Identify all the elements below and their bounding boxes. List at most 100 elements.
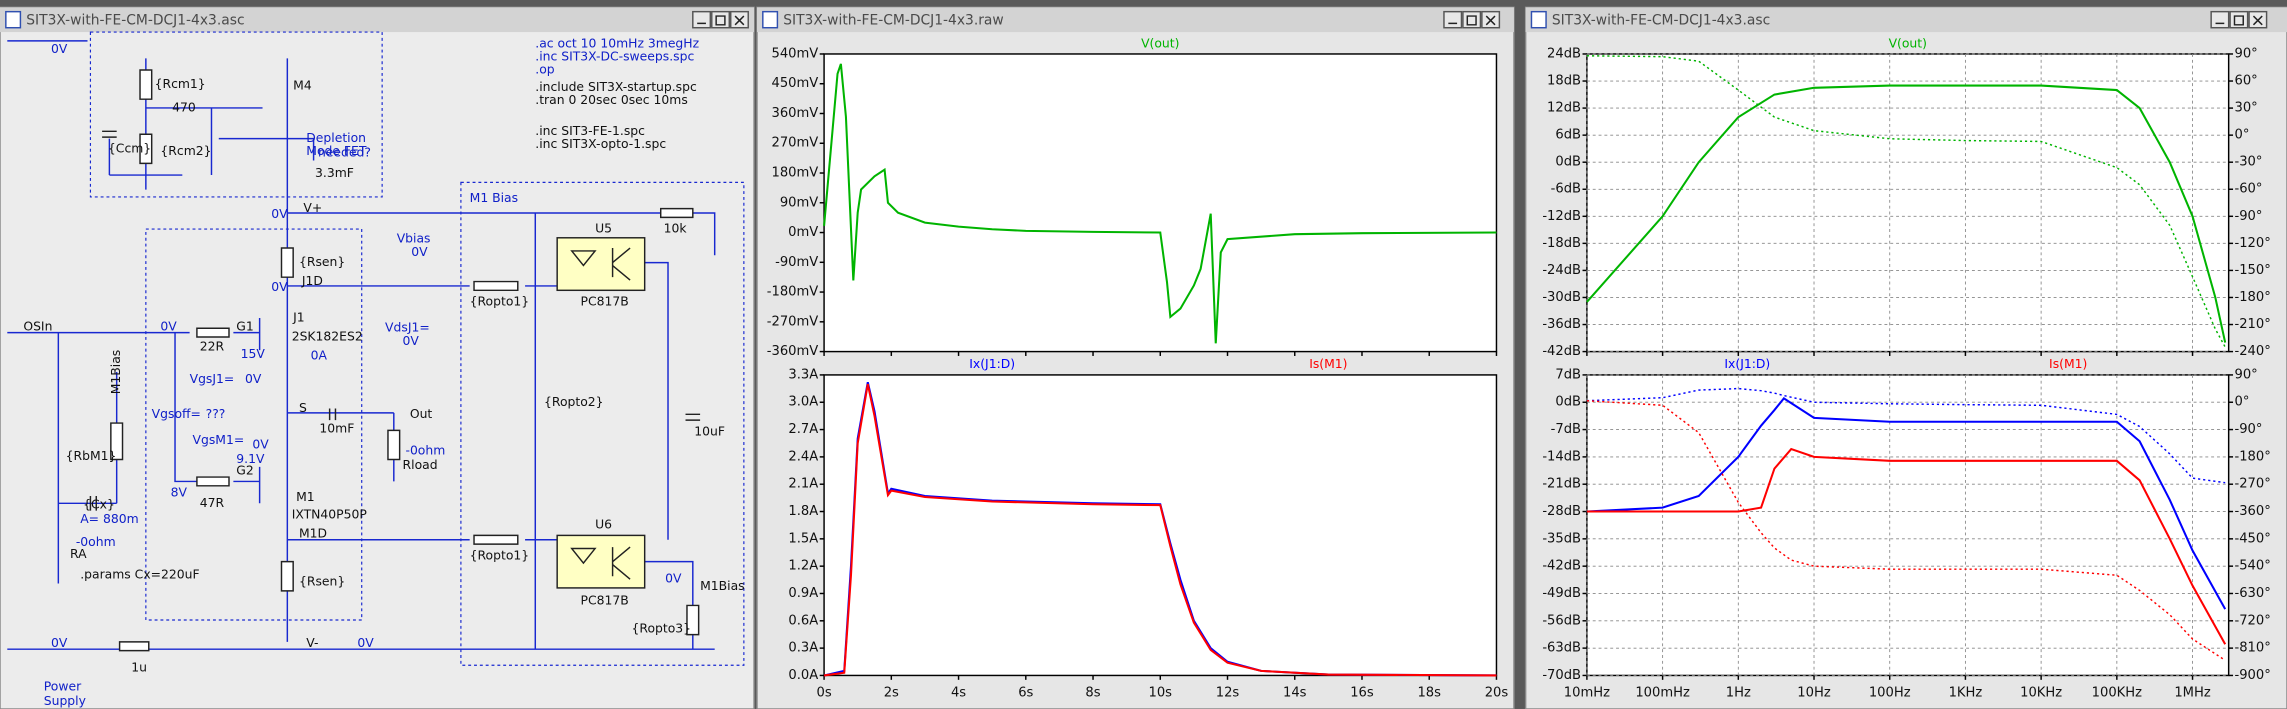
- schematic-label: M4: [293, 78, 312, 93]
- spice-directive: .inc SIT3X-DC-sweeps.spc: [535, 48, 694, 63]
- minimize-button[interactable]: [1443, 10, 1463, 29]
- y-tick-label: 2.4A: [788, 449, 818, 464]
- trace: [1586, 447, 2227, 645]
- schematic-label: 0A: [311, 347, 328, 362]
- schematic-label: M1: [296, 489, 315, 504]
- y-tick-label: 0.0A: [788, 668, 818, 683]
- schematic-label: U6: [595, 517, 612, 532]
- y-tick-label: 1.2A: [788, 559, 818, 574]
- y-tick-label: 12dB: [1547, 101, 1581, 116]
- y-tick-label: -42dB: [1542, 559, 1581, 574]
- x-tick-label: 2s: [884, 685, 899, 700]
- y-tick-label: 2.1A: [788, 477, 818, 492]
- schematic-label: -0ohm: [405, 442, 445, 457]
- x-tick-label: 1MHz: [2174, 685, 2211, 700]
- schematic-label: 2SK182ES2: [292, 328, 363, 343]
- y-tick-label: -14dB: [1542, 449, 1581, 464]
- schematic-label: 0V: [160, 318, 177, 333]
- minimize-button[interactable]: [2210, 10, 2230, 29]
- y-tick-label: 360mV: [771, 106, 818, 121]
- schematic-label: -0ohm: [76, 534, 116, 549]
- schematic-label: .params Cx=220uF: [80, 566, 199, 581]
- trace-name: Is(M1): [2049, 356, 2087, 371]
- schematic-label: 0V: [403, 333, 420, 348]
- schematic-label: G2: [236, 463, 253, 478]
- schematic-label: 15V: [241, 346, 266, 361]
- x-tick-label: 0s: [816, 685, 831, 700]
- schematic-label: Vgsoff=: [152, 406, 201, 421]
- y-tick-label: -24dB: [1542, 263, 1581, 278]
- trace-name: Ix(J1:D): [1724, 356, 1770, 371]
- window-title: SIT3X-with-FE-CM-DCJ1-4x3.raw: [783, 12, 1004, 28]
- y-tick-label: 1.8A: [788, 504, 818, 519]
- x-tick-label: 10Hz: [1797, 685, 1831, 700]
- x-tick-label: 10KHz: [2020, 685, 2062, 700]
- y-tick-label: -180mV: [767, 285, 819, 300]
- schematic-label: A= 880m: [80, 511, 138, 526]
- phase-trace: [1586, 400, 2226, 661]
- schematic-label: 470: [172, 99, 196, 114]
- y2-tick-label: 90°: [2234, 367, 2257, 382]
- schematic-label: {Rsen}: [299, 574, 345, 589]
- spice-directive: .ac oct 10 10mHz 3megHz: [535, 35, 699, 50]
- group-box: [145, 228, 363, 621]
- schematic-label: Vbias: [397, 231, 431, 246]
- y-tick-label: 3.3A: [788, 367, 818, 382]
- y-tick-label: -30dB: [1542, 290, 1581, 305]
- y2-tick-label: -360°: [2234, 504, 2270, 519]
- schematic-label: Supply: [44, 693, 86, 708]
- title-bar: [0, 7, 755, 33]
- window-buttons: [2210, 10, 2268, 29]
- schematic-label: VdsJ1=: [385, 320, 430, 335]
- window-buttons: [1443, 10, 1501, 29]
- schematic-label: 8V: [171, 485, 188, 500]
- x-tick-label: 18s: [1417, 685, 1441, 700]
- schematic-label: 10uF: [694, 423, 725, 438]
- schematic-label: needed?: [318, 145, 371, 160]
- schematic-label: RA: [70, 546, 87, 561]
- button-glyphs: [2215, 15, 2263, 26]
- y-tick-label: -7dB: [1551, 422, 1581, 437]
- schematic-label: {Ropto3}: [632, 620, 692, 635]
- plot-area: [823, 374, 1498, 677]
- y2-tick-label: -90°: [2234, 209, 2262, 224]
- schematic-drawing: [7, 31, 745, 666]
- resistors: [110, 69, 700, 652]
- window-icon: [1530, 10, 1547, 29]
- trace-name: Is(M1): [1309, 356, 1347, 371]
- y-tick-label: 0.9A: [788, 586, 818, 601]
- y2-tick-label: -180°: [2234, 449, 2270, 464]
- trace-name: V(out): [1141, 35, 1179, 50]
- y-tick-label: 90mV: [780, 195, 818, 210]
- y-tick-label: 0mV: [788, 225, 818, 240]
- schematic-label: S: [299, 400, 307, 415]
- x-tick-label: 20s: [1485, 685, 1509, 700]
- y-tick-label: -28dB: [1542, 504, 1581, 519]
- x-tick-label: 100mHz: [1635, 685, 1690, 700]
- y2-tick-label: -900°: [2234, 668, 2270, 683]
- y-tick-label: -42dB: [1542, 344, 1581, 359]
- y-tick-label: 0dB: [1555, 155, 1581, 170]
- y-tick-label: -270mV: [767, 314, 819, 329]
- schematic-label: V-: [306, 635, 318, 650]
- minimize-button[interactable]: [692, 10, 712, 29]
- schematic-label: 1u: [131, 660, 147, 675]
- schematic-label: Mode FET: [306, 143, 367, 158]
- x-tick-label: 4s: [951, 685, 966, 700]
- y-tick-label: -63dB: [1542, 641, 1581, 656]
- schematic-label: Rload: [403, 457, 438, 472]
- x-tick-label: 14s: [1283, 685, 1307, 700]
- schematic-label: 0V: [411, 244, 428, 259]
- y-tick-label: 450mV: [771, 76, 818, 91]
- schematic-label: Out: [410, 406, 433, 421]
- y2-tick-label: -120°: [2234, 236, 2270, 251]
- schematic-label: 10k: [664, 221, 688, 236]
- plot-area: [1586, 53, 2230, 353]
- x-tick-label: 10mHz: [1564, 685, 1610, 700]
- schematic-label: 0V: [252, 436, 269, 451]
- window-icon: [762, 10, 779, 29]
- group-box: [460, 181, 745, 666]
- spice-directive: .tran 0 20sec 0sec 10ms: [535, 92, 687, 107]
- schematic-label: 0V: [245, 371, 262, 386]
